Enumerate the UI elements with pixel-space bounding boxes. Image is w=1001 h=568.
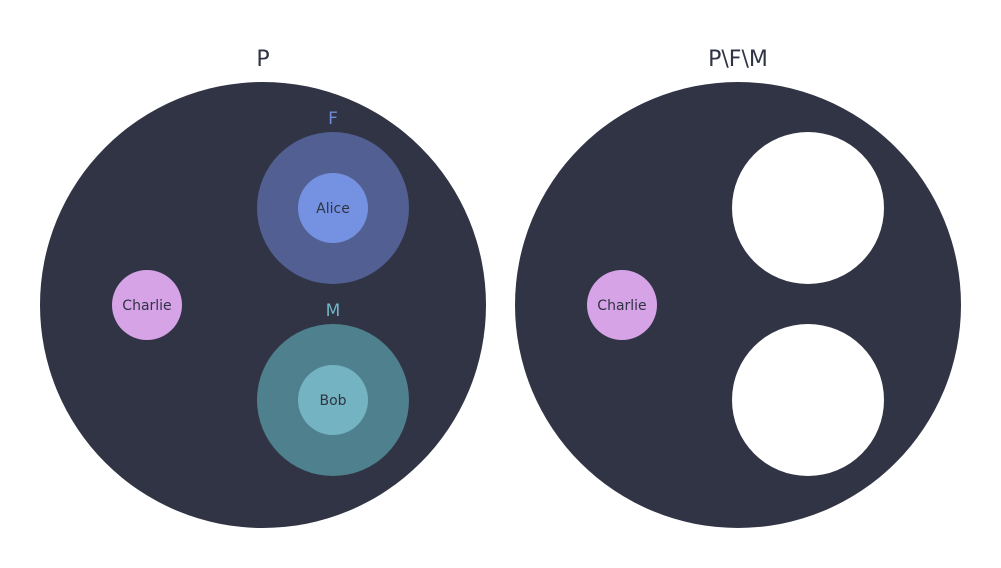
bob-label: Bob: [319, 393, 346, 409]
left-panel: P F Alice M Bob Charlie: [40, 47, 486, 528]
alice-label: Alice: [316, 201, 350, 217]
left-panel-title: P: [256, 47, 269, 72]
charlie-node-right: [587, 270, 657, 340]
set-m-member-node: [298, 365, 368, 435]
charlie-label-right: Charlie: [597, 298, 646, 314]
removed-set-f-hole: [732, 132, 884, 284]
removed-set-m-hole: [732, 324, 884, 476]
charlie-node-left: [112, 270, 182, 340]
set-m-label: M: [326, 301, 341, 321]
right-panel-title: P\F\M: [708, 47, 768, 72]
charlie-label-left: Charlie: [122, 298, 171, 314]
universe-difference-circle: [515, 82, 961, 528]
set-f-label: F: [328, 109, 338, 129]
right-panel: P\F\M Charlie: [515, 47, 961, 528]
set-f-member-node: [298, 173, 368, 243]
universe-p-circle: [40, 82, 486, 528]
